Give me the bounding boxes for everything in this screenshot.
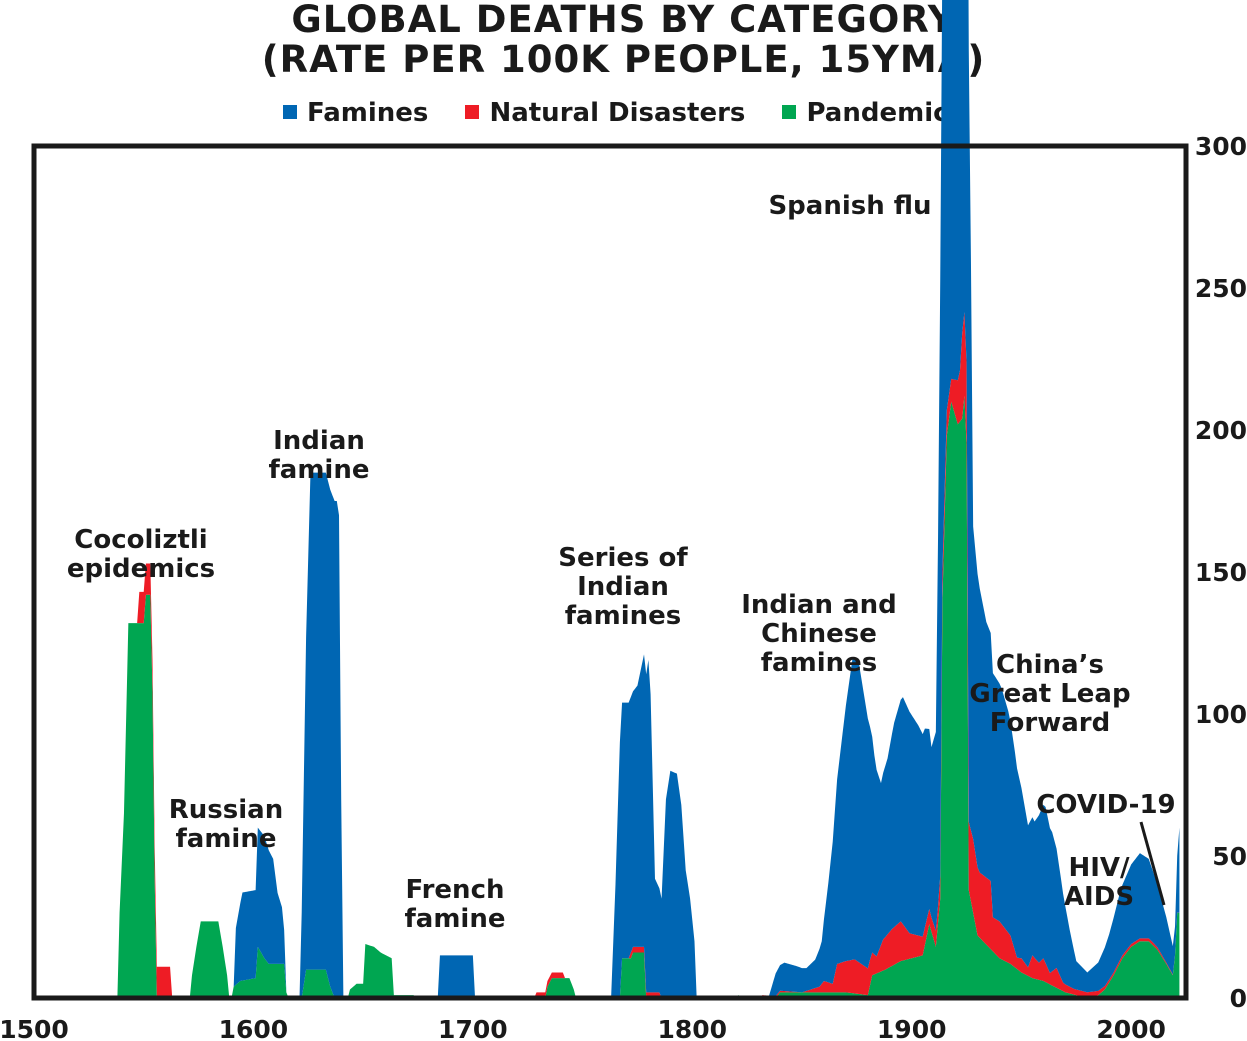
legend: Famines Natural Disasters Pandemics xyxy=(0,98,1247,128)
series-area-pandemics xyxy=(34,395,1180,998)
y-tick-label: 150 xyxy=(1195,558,1247,587)
annotation-spanish-flu: Spanish flu xyxy=(768,191,931,221)
annotation-french: French famine xyxy=(404,875,505,934)
legend-swatch-natural-disasters xyxy=(465,105,480,119)
annotation-hiv: HIV/AIDS xyxy=(1064,853,1134,912)
x-tick-label: 2000 xyxy=(1096,1015,1166,1041)
x-tick-label: 1900 xyxy=(877,1015,947,1041)
y-tick-label: 0 xyxy=(1230,984,1247,1013)
legend-swatch-pandemics xyxy=(782,105,797,119)
plot-frame xyxy=(31,143,1189,1001)
chart-title-line2: (RATE PER 100K PEOPLE, 15YMA) xyxy=(261,38,986,81)
annotation-china-glf: China’s Great Leap Forward xyxy=(969,650,1130,738)
annotation-indian: Indian famine xyxy=(268,426,369,485)
y-tick-label: 200 xyxy=(1195,416,1247,445)
annotation-covid: COVID-19 xyxy=(1036,790,1175,820)
annotation-cocoliztli: Cocoliztli epidemics xyxy=(67,525,215,584)
series-layer xyxy=(34,0,1180,998)
y-tick-label: 100 xyxy=(1195,700,1247,729)
y-tick-label: 50 xyxy=(1212,842,1247,871)
legend-item-pandemics: Pandemics xyxy=(782,98,964,128)
x-tick-label: 1500 xyxy=(0,1015,69,1041)
legend-label-natural-disasters: Natural Disasters xyxy=(489,98,746,128)
legend-swatch-famines xyxy=(282,105,297,119)
chart-title-line1: GLOBAL DEATHS BY CATEGORY xyxy=(291,0,956,41)
legend-label-famines: Famines xyxy=(306,98,429,128)
covid-pointer-line xyxy=(1139,821,1166,906)
annotation-layer: Cocoliztli epidemics Russian famine Indian fa… xyxy=(67,191,1176,934)
x-tick-label: 1600 xyxy=(219,1015,289,1041)
x-tick-label: 1700 xyxy=(438,1015,508,1041)
series-area-famines xyxy=(34,0,1180,998)
tick-layer: 1500 1600 1700 1800 1900 2000 0 50 100 150 200 250 3… xyxy=(0,132,1247,1041)
annotation-indian-chinese: Indian and Chinese famines xyxy=(741,590,896,678)
y-tick-label: 250 xyxy=(1195,274,1247,303)
legend-label-pandemics: Pandemics xyxy=(806,98,965,128)
y-tick-label: 300 xyxy=(1195,132,1247,161)
annotation-russian: Russian famine xyxy=(169,795,283,854)
x-tick-label: 1800 xyxy=(657,1015,727,1041)
legend-item-famines: Famines xyxy=(282,98,429,128)
annotation-series-indian: Series of Indian famines xyxy=(558,543,688,631)
legend-item-natural-disasters: Natural Disasters xyxy=(465,98,745,128)
